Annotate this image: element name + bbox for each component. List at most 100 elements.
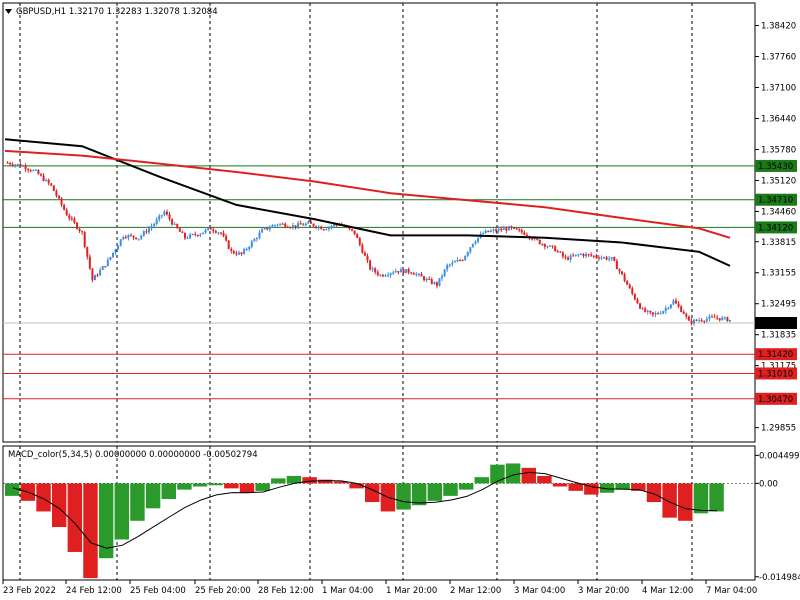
candle-body bbox=[464, 255, 467, 261]
candle-body bbox=[672, 300, 675, 305]
candle-body bbox=[590, 254, 593, 256]
macd-bar bbox=[521, 467, 536, 484]
candle-body bbox=[119, 239, 122, 246]
candle-body bbox=[168, 214, 171, 220]
candle-body bbox=[9, 163, 12, 165]
macd-bar bbox=[177, 483, 192, 490]
candle-body bbox=[312, 223, 315, 227]
candle-body bbox=[183, 232, 186, 239]
macd-bar bbox=[693, 483, 709, 514]
time-tick-label: 25 Feb 04:00 bbox=[130, 586, 186, 596]
candle-body bbox=[353, 230, 356, 234]
candle-body bbox=[417, 273, 420, 275]
candle-body bbox=[317, 226, 320, 228]
price-tick-label: 1.35120 bbox=[761, 176, 796, 186]
candle-body bbox=[106, 259, 109, 267]
candle-body bbox=[667, 307, 670, 309]
candle-body bbox=[477, 237, 480, 242]
time-tick-label: 3 Mar 04:00 bbox=[514, 586, 565, 596]
price-tick-label: 1.29855 bbox=[761, 424, 796, 434]
candle-body bbox=[505, 228, 508, 231]
macd-pane[interactable]: 0.0044996 0.00 -0.0149846 bbox=[2, 445, 800, 583]
time-tick-label: 1 Mar 04:00 bbox=[322, 586, 373, 596]
support-level-tag bbox=[755, 348, 797, 361]
candle-body bbox=[482, 233, 485, 235]
triangle-down-icon[interactable] bbox=[5, 9, 12, 14]
candle-body bbox=[376, 272, 379, 275]
price-pane[interactable]: 1.38420 1.37760 1.37100 1.36440 1.35780 1.351… bbox=[2, 2, 797, 443]
candle-body bbox=[572, 255, 575, 257]
macd-bar bbox=[599, 483, 615, 493]
candle-body bbox=[428, 278, 431, 280]
candle-body bbox=[374, 268, 377, 273]
candle-body bbox=[358, 237, 361, 245]
candle-body bbox=[569, 255, 572, 260]
time-tick-label: 25 Feb 20:00 bbox=[195, 586, 251, 596]
candle-body bbox=[307, 221, 310, 224]
candle-body bbox=[289, 227, 292, 229]
candle-body bbox=[587, 254, 590, 256]
candle-body bbox=[158, 215, 161, 220]
candle-body bbox=[510, 226, 513, 228]
support-level-label: 1.31010 bbox=[758, 369, 793, 379]
candle-body bbox=[451, 262, 454, 265]
candle-body bbox=[27, 169, 30, 171]
macd-bar bbox=[114, 483, 130, 540]
candle-body bbox=[387, 275, 390, 277]
candle-body bbox=[227, 240, 230, 249]
candle-body bbox=[50, 183, 53, 186]
candle-body bbox=[320, 226, 323, 230]
candle-body bbox=[29, 170, 32, 172]
candle-body bbox=[163, 211, 166, 216]
macd-header: MACD_color(5,34,5) 0.00000000 0.00000000… bbox=[8, 450, 258, 460]
candle-body bbox=[402, 269, 405, 274]
candle-body bbox=[42, 175, 45, 181]
candle-body bbox=[531, 238, 534, 240]
price-tick-label: 1.33155 bbox=[761, 269, 796, 279]
candle-body bbox=[104, 266, 107, 268]
candle-body bbox=[302, 224, 305, 226]
candle-body bbox=[525, 234, 528, 237]
candle-body bbox=[389, 273, 392, 276]
candle-body bbox=[6, 162, 9, 164]
candle-body bbox=[603, 257, 606, 259]
macd-bar bbox=[365, 483, 380, 503]
candle-body bbox=[217, 232, 220, 234]
candle-body bbox=[487, 230, 490, 232]
candle-body bbox=[209, 227, 212, 230]
time-tick-label: 23 Feb 2022 bbox=[3, 586, 56, 596]
price-tick-label: 1.32495 bbox=[761, 300, 796, 310]
macd-bar bbox=[145, 483, 161, 509]
macd-bar bbox=[709, 483, 724, 512]
candle-body bbox=[117, 245, 120, 250]
candle-body bbox=[371, 268, 374, 270]
candle-body bbox=[52, 185, 55, 192]
candle-body bbox=[412, 273, 415, 275]
candle-body bbox=[361, 244, 364, 253]
candle-body bbox=[693, 319, 696, 324]
candle-body bbox=[423, 276, 426, 281]
candle-body bbox=[207, 227, 210, 230]
candle-body bbox=[263, 227, 266, 230]
price-tick-label: 1.33815 bbox=[761, 238, 796, 248]
candle-body bbox=[384, 275, 387, 277]
macd-bar bbox=[161, 483, 176, 499]
candle-body bbox=[533, 237, 536, 240]
candle-body bbox=[682, 311, 685, 314]
candle-body bbox=[669, 304, 672, 308]
macd-bar bbox=[192, 483, 208, 487]
macd-bar bbox=[255, 483, 270, 491]
candle-body bbox=[443, 269, 446, 277]
candle-body bbox=[137, 238, 140, 240]
macd-tick-label: 0.00 bbox=[759, 479, 778, 489]
candle-body bbox=[675, 300, 678, 304]
candle-body bbox=[60, 198, 63, 205]
candle-body bbox=[649, 310, 652, 313]
candle-body bbox=[541, 244, 544, 246]
macd-bar bbox=[615, 483, 630, 490]
candle-body bbox=[615, 260, 618, 270]
macd-bar bbox=[646, 483, 662, 503]
candle-body bbox=[662, 311, 665, 314]
price-tick-label: 1.34460 bbox=[761, 207, 796, 217]
